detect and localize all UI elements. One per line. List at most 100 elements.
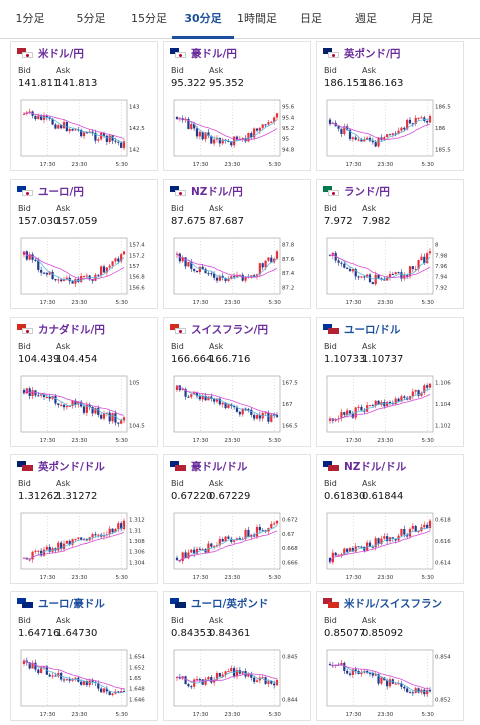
candle [102,535,106,537]
bid-value: 95.322 [171,78,206,89]
candle [400,396,403,402]
pair-card-5[interactable]: ランド/円 Bid Ask 7.972 7.982 8 7.98 7.96 7.94 7.92 17… [316,179,464,309]
candle [235,136,239,140]
pair-header[interactable]: ユーロ/円 [17,184,84,198]
candle [71,400,74,406]
tab-2[interactable]: 15分足 [131,12,167,25]
pair-header[interactable]: 豪ドル/ドル [170,459,247,473]
pair-header[interactable]: カナダドル/円 [17,322,105,336]
ask-label: Ask [56,66,71,75]
candle [105,267,108,273]
pair-header[interactable]: NZドル/ドル [323,459,406,473]
bid-value: 87.675 [171,216,206,227]
candle [380,677,383,684]
tab-5[interactable]: 日足 [300,12,322,25]
ma-long-line [329,530,431,563]
pair-name[interactable]: 豪ドル/円 [191,47,237,60]
y-tick-label: 1.654 [129,655,145,661]
x-tick-label: 17:30 [346,438,362,444]
tab-4[interactable]: 1時間足 [237,12,277,25]
pair-header[interactable]: ユーロ/豪ドル [17,596,105,610]
candle [388,679,392,687]
candle [28,111,31,113]
candle [207,543,210,553]
x-tick-label: 17:30 [346,300,362,306]
pair-card-0[interactable]: 米ドル/円 Bid Ask 141.811 141.813 143 142.5 142 17:3… [10,41,158,171]
candle [34,115,37,120]
candle [247,529,250,538]
pair-card-1[interactable]: 豪ドル/円 Bid Ask 95.322 95.352 95.6 95.4 95.2 95 94.… [163,41,311,171]
pair-card-7[interactable]: スイスフラン/円 Bid Ask 166.664 166.716 167.5 167 166.… [163,317,311,447]
pair-name[interactable]: 豪ドル/ドル [191,460,248,473]
pair-card-2[interactable]: 英ポンド/円 Bid Ask 186.153 186.163 186.5 186 185.5 1… [316,41,464,171]
pair-header[interactable]: ユーロ/ドル [323,322,400,336]
x-tick-label: 5:30 [116,300,129,306]
pair-header[interactable]: スイスフラン/円 [170,322,268,336]
pair-card-14[interactable]: 米ドル/スイスフラン Bid Ask 0.85077 0.85092 0.854 0.852… [316,591,464,721]
pair-name[interactable]: 米ドル/円 [38,47,84,60]
za-jp-flag-icon [323,186,339,196]
pair-card-4[interactable]: NZドル/円 Bid Ask 87.675 87.687 87.8 87.6 87.4 87.2… [163,179,311,309]
pair-header[interactable]: ランド/円 [323,184,390,198]
pair-name[interactable]: 英ポンド/円 [344,47,401,60]
pair-name[interactable]: NZドル/ドル [344,460,407,473]
candle [371,140,374,143]
ask-value: 1.10737 [362,354,404,365]
candle [397,535,400,541]
candle [247,409,250,411]
candle [85,539,88,541]
tab-7[interactable]: 月足 [411,12,433,25]
pair-header[interactable]: 米ドル/スイスフラン [323,596,442,610]
pair-name[interactable]: ランド/円 [344,185,390,198]
pair-name[interactable]: カナダドル/円 [38,323,105,336]
nz-us-flag-icon [323,461,339,471]
ask-value: 95.352 [209,78,244,89]
pair-name[interactable]: ユーロ/ドル [344,323,401,336]
candle [37,669,40,674]
candle [235,670,239,677]
pair-name[interactable]: ユーロ/豪ドル [38,597,105,610]
candle [97,534,100,536]
pair-card-9[interactable]: 英ポンド/ドル Bid Ask 1.31262 1.31272 1.312 1.31 1.30… [10,454,158,584]
bid-value: 7.972 [324,216,353,227]
pair-name[interactable]: ユーロ/円 [38,185,84,198]
pair-card-10[interactable]: 豪ドル/ドル Bid Ask 0.67220 0.67229 0.672 0.67 0.668… [163,454,311,584]
pair-card-8[interactable]: ユーロ/ドル Bid Ask 1.10733 1.10737 1.106 1.104 1.10… [316,317,464,447]
pair-name[interactable]: 英ポンド/ドル [38,460,105,473]
candle [198,679,201,681]
y-tick-label: 7.92 [435,285,447,291]
candle [57,403,60,406]
pair-name[interactable]: スイスフラン/円 [191,323,269,336]
pair-card-6[interactable]: カナダドル/円 Bid Ask 104.439 104.454 105 104.5 17:30… [10,317,158,447]
pair-card-13[interactable]: ユーロ/英ポンド Bid Ask 0.84353 0.84361 0.845 0.844 17… [163,591,311,721]
candle [374,674,377,676]
candle [360,546,363,548]
tab-3[interactable]: 30分足 [172,0,234,39]
pair-header[interactable]: 英ポンド/ドル [17,459,105,473]
pair-header[interactable]: NZドル/円 [170,184,243,198]
candle [394,683,397,685]
pair-header[interactable]: 英ポンド/円 [323,46,400,60]
tab-1[interactable]: 5分足 [76,12,106,25]
pair-card-11[interactable]: NZドル/ドル Bid Ask 0.61830 0.61844 0.618 0.616 0.6… [316,454,464,584]
y-tick-label: 1.308 [129,539,145,545]
pair-name[interactable]: ユーロ/英ポンド [191,597,269,610]
candle [340,262,343,264]
pair-name[interactable]: NZドル/円 [191,185,243,198]
bid-label: Bid [324,204,337,213]
candle [270,121,273,123]
pair-card-12[interactable]: ユーロ/豪ドル Bid Ask 1.64716 1.64730 1.654 1.652 1.6… [10,591,158,721]
pair-header[interactable]: ユーロ/英ポンド [170,596,268,610]
candle [97,683,100,689]
eu-jp-flag-icon [17,186,33,196]
pair-header[interactable]: 米ドル/円 [17,46,84,60]
candle [423,689,426,695]
candle [74,677,77,679]
candle [85,404,88,413]
pair-header[interactable]: 豪ドル/円 [170,46,237,60]
tab-0[interactable]: 1分足 [15,12,45,25]
tab-6[interactable]: 週足 [355,12,377,25]
candle [235,407,239,412]
pair-card-3[interactable]: ユーロ/円 Bid Ask 157.030 157.059 157.4 157.2 157 15… [10,179,158,309]
pair-name[interactable]: 米ドル/スイスフラン [344,597,443,610]
